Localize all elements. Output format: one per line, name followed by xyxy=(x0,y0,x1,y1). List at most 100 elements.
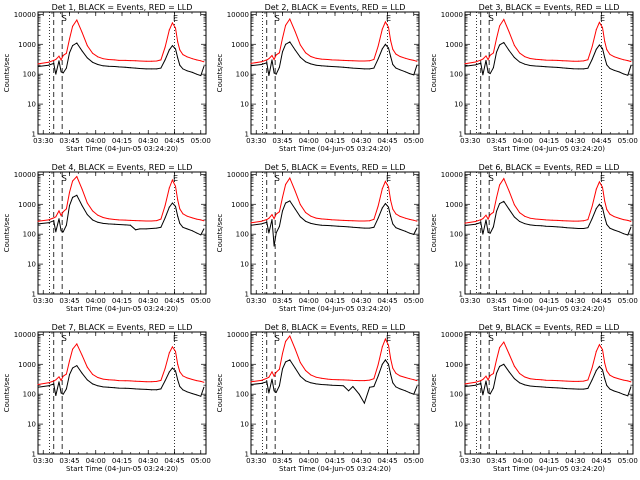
data-point-lld xyxy=(177,199,179,201)
data-point-events xyxy=(348,390,350,392)
data-point-events xyxy=(630,226,632,228)
data-point-events xyxy=(299,216,301,218)
data-point-lld xyxy=(623,219,625,221)
data-point-lld xyxy=(489,375,491,377)
data-point-events xyxy=(363,227,365,229)
data-point-events xyxy=(320,384,322,386)
data-point-events xyxy=(613,390,615,392)
data-point-lld xyxy=(191,58,193,60)
data-point-lld xyxy=(413,379,415,381)
detector-panel-9: Det 9, BLACK = Events, RED = LLD 1 10 100 10… xyxy=(430,323,638,473)
data-point-events xyxy=(331,384,333,386)
data-point-lld xyxy=(168,187,170,189)
data-point-events xyxy=(508,208,510,210)
data-point-events xyxy=(583,227,585,229)
data-point-events xyxy=(377,375,379,377)
y-axis-label: Counts/sec xyxy=(216,374,224,413)
data-point-lld xyxy=(81,31,83,33)
data-point-lld xyxy=(58,376,60,378)
y-tick-label: 100 xyxy=(450,231,463,239)
data-point-events xyxy=(395,386,397,388)
data-point-lld xyxy=(118,59,120,61)
data-point-lld xyxy=(416,60,418,62)
data-point-events xyxy=(285,202,287,204)
data-point-events xyxy=(623,73,625,75)
data-point-lld xyxy=(377,205,379,207)
data-point-lld xyxy=(171,346,173,348)
data-point-lld xyxy=(273,58,275,60)
data-point-events xyxy=(81,50,83,52)
data-point-events xyxy=(271,378,273,380)
data-point-events xyxy=(404,71,406,73)
data-point-lld xyxy=(320,377,322,379)
data-point-events xyxy=(480,222,482,224)
data-point-lld xyxy=(623,379,625,381)
data-point-events xyxy=(160,226,162,228)
data-point-lld xyxy=(160,59,162,61)
data-point-lld xyxy=(513,365,515,367)
data-point-events xyxy=(250,65,252,67)
data-point-lld xyxy=(377,364,379,366)
data-point-events xyxy=(81,372,83,374)
data-point-lld xyxy=(519,52,521,54)
data-point-lld xyxy=(373,218,375,220)
data-point-events xyxy=(135,388,137,390)
data-point-lld xyxy=(164,205,166,207)
data-point-lld xyxy=(168,29,170,31)
series-line-lld xyxy=(37,342,205,385)
data-point-lld xyxy=(273,375,275,377)
data-point-events xyxy=(390,216,392,218)
data-point-lld xyxy=(331,59,333,61)
data-point-events xyxy=(595,48,597,50)
data-point-events xyxy=(485,219,487,221)
data-point-lld xyxy=(583,380,585,382)
data-point-events xyxy=(577,388,579,390)
data-point-events xyxy=(177,57,179,59)
data-point-lld xyxy=(294,348,296,350)
data-point-lld xyxy=(496,38,497,40)
y-tick-label: 1000 xyxy=(231,41,249,49)
data-point-events xyxy=(37,66,39,68)
data-point-lld xyxy=(524,376,526,378)
data-point-events xyxy=(623,233,625,235)
data-point-lld xyxy=(572,380,574,382)
data-point-lld xyxy=(145,220,147,222)
y-tick-label: 10 xyxy=(454,261,463,269)
data-point-lld xyxy=(135,220,137,222)
x-tick-label: 04:00 xyxy=(299,297,319,305)
data-point-events xyxy=(499,44,501,46)
x-tick-label: 05:00 xyxy=(191,457,211,465)
data-point-events xyxy=(72,367,74,369)
data-point-lld xyxy=(587,379,589,381)
data-point-lld xyxy=(541,59,543,61)
data-point-events xyxy=(196,394,198,396)
data-point-events xyxy=(369,68,371,70)
data-point-lld xyxy=(72,348,74,350)
data-point-events xyxy=(337,225,339,227)
data-point-events xyxy=(191,230,193,232)
data-point-events xyxy=(179,64,181,66)
data-point-events xyxy=(299,56,301,58)
data-point-events xyxy=(327,225,329,227)
x-tick-label: 03:45 xyxy=(59,457,79,465)
data-point-lld xyxy=(97,377,99,379)
data-point-lld xyxy=(519,212,521,214)
data-point-lld xyxy=(373,58,375,60)
data-point-events xyxy=(464,386,466,388)
data-point-lld xyxy=(489,214,491,216)
data-point-lld xyxy=(331,219,333,221)
data-point-events xyxy=(572,388,574,390)
data-point-events xyxy=(358,227,360,229)
detector-panel-6: Det 6, BLACK = Events, RED = LLD 1 10 100 10… xyxy=(430,163,638,313)
data-point-lld xyxy=(342,219,344,221)
data-point-lld xyxy=(602,27,604,29)
data-point-lld xyxy=(92,52,94,54)
data-point-events xyxy=(118,66,120,68)
data-point-lld xyxy=(604,362,606,364)
x-tick-label: 03:30 xyxy=(460,137,480,145)
data-point-events xyxy=(381,48,383,50)
interval-marker-s: S xyxy=(275,174,280,183)
data-point-lld xyxy=(475,221,476,223)
data-point-lld xyxy=(37,384,39,386)
x-tick-label: 04:00 xyxy=(513,297,533,305)
